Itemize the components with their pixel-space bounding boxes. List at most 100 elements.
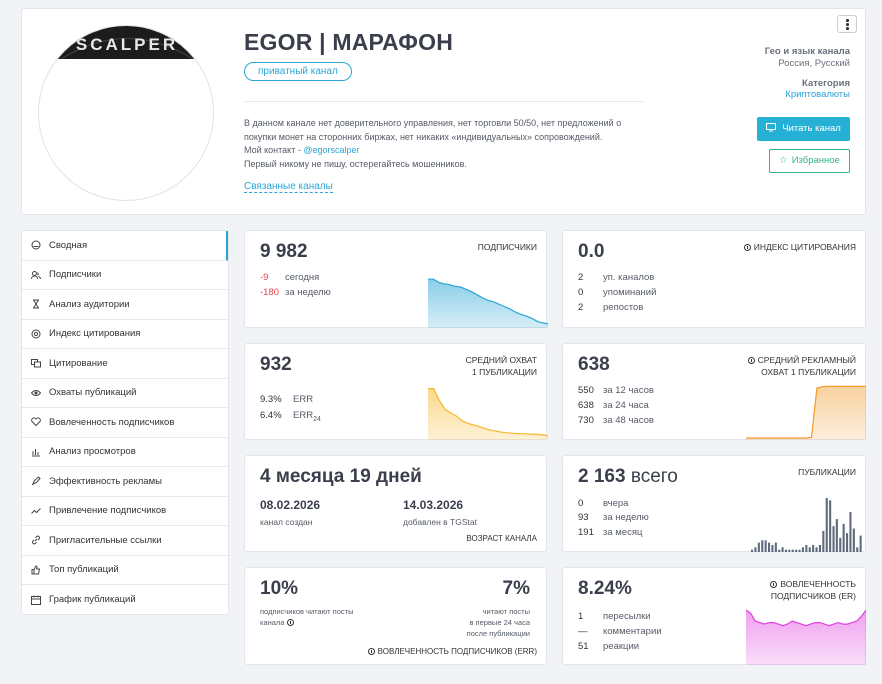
week-label: за неделю — [285, 287, 331, 298]
sidebar-item-label: Вовлеченность подписчиков — [49, 416, 175, 428]
publications-bar — [815, 547, 818, 552]
sidebar-item-hourglass[interactable]: Анализ аудитории — [22, 290, 228, 320]
err-card[interactable]: 10% подписчиков читают посты канала 7% чи… — [244, 567, 547, 665]
card-footer: ВОВЛЕЧЕННОСТЬ ПОДПИСЧИКОВ (ERR) — [367, 647, 537, 656]
sidebar-item-heart[interactable]: Вовлеченность подписчиков — [22, 408, 228, 438]
subscribers-today-value: -9 — [260, 272, 269, 283]
sidebar-item-trend[interactable]: Привлечение подписчиков — [22, 497, 228, 526]
sidebar-item-rocket[interactable]: Эффективность рекламы — [22, 467, 228, 497]
row-label: репостов — [603, 302, 644, 313]
channel-age-card[interactable]: 4 месяца 19 дней 08.02.2026 канал создан… — [244, 455, 547, 552]
channel-header: SCALPER EGOR | МАРАФОН приватный канал В… — [21, 8, 866, 215]
publications-bar — [842, 523, 845, 552]
publications-bar — [846, 533, 849, 552]
publications-bar — [835, 519, 838, 552]
info-icon — [367, 648, 375, 655]
subscribers-card[interactable]: 9 982 ПОДПИСЧИКИ -9 сегодня -180 за неделю — [244, 230, 548, 328]
read-channel-button[interactable]: Читать канал — [757, 117, 850, 141]
subscribers-sparkline — [428, 278, 548, 328]
row-value: 93 — [578, 512, 589, 523]
row-label: за 12 часов — [603, 385, 654, 396]
row-label: за 24 часа — [603, 400, 649, 411]
divider — [244, 101, 644, 102]
quote-icon — [31, 358, 41, 368]
publications-bar — [818, 545, 821, 552]
average-reach-value: 932 — [260, 354, 292, 375]
sidebar-item-eye[interactable]: Охваты публикаций — [22, 379, 228, 408]
sidebar-item-quote[interactable]: Цитирование — [22, 349, 228, 379]
publications-bar — [778, 549, 781, 552]
contact-line: Мой контакт - @egorscalper — [244, 144, 644, 158]
dashboard-icon — [31, 240, 41, 250]
favorite-label: Избранное — [791, 155, 840, 166]
avatar-logo-text: SCALPER — [76, 35, 178, 54]
publications-total: 2 163 всего — [578, 466, 678, 487]
sidebar-item-label: Привлечение подписчиков — [49, 505, 167, 517]
publications-bar — [808, 547, 811, 552]
ad-reach-value: 638 — [578, 354, 610, 375]
publications-bar — [761, 540, 764, 552]
er-sparkline — [746, 609, 866, 665]
card-caption: ИНДЕКС ЦИТИРОВАНИЯ — [743, 241, 856, 253]
row-label: уп. каналов — [603, 272, 655, 283]
er-card[interactable]: 8.24% ВОВЛЕЧЕННОСТЬ ПОДПИСЧИКОВ (ER) 1 пер… — [562, 567, 866, 665]
err-right-label: читают посты в первые 24 часа после публик… — [466, 607, 530, 638]
sidebar-item-at[interactable]: Индекс цитирования — [22, 320, 228, 349]
warning-line: Первый никому не пишу, остерегайтесь мош… — [244, 158, 467, 169]
publications-bar — [781, 547, 784, 552]
sidebar-item-link[interactable]: Пригласительные ссылки — [22, 526, 228, 556]
created-label: канал создан — [260, 517, 313, 527]
row-label: за неделю — [603, 512, 649, 523]
sidebar-item-users[interactable]: Подписчики — [22, 261, 228, 290]
category-label: Категория — [802, 78, 850, 89]
citation-index-card[interactable]: 0.0 ИНДЕКС ЦИТИРОВАНИЯ 2 уп. каналов 0 упо… — [562, 230, 866, 328]
ad-reach-card[interactable]: 638 СРЕДНИЙ РЕКЛАМНЫЙ ОХВАТ 1 ПУБЛИКАЦИИ … — [562, 343, 866, 440]
row-label: за 48 часов — [603, 415, 654, 426]
related-channels-link[interactable]: Связанные каналы — [244, 181, 333, 193]
row-value: 0 — [578, 498, 584, 509]
private-channel-badge[interactable]: приватный канал — [244, 62, 352, 81]
info-icon — [743, 244, 751, 251]
row-label: упоминаний — [603, 287, 657, 298]
sidebar-item-label: Пригласительные ссылки — [49, 534, 162, 546]
publications-card[interactable]: 2 163 всего ПУБЛИКАЦИИ 0 вчера 93 за недел… — [562, 455, 866, 552]
calendar-icon — [31, 595, 41, 605]
sidebar-item-label: Анализ аудитории — [49, 298, 130, 310]
favorite-button[interactable]: ☆ Избранное — [769, 149, 850, 173]
publications-bar — [784, 549, 787, 552]
info-icon — [286, 619, 294, 626]
reach-line — [428, 388, 548, 437]
publications-bar-chart — [751, 498, 862, 552]
publications-bar — [795, 549, 798, 552]
geo-value: Россия, Русский — [778, 58, 850, 69]
row-label: комментарии — [603, 626, 662, 637]
sidebar-item-bar-chart[interactable]: Анализ просмотров — [22, 438, 228, 467]
subscribers-week-value: -180 — [260, 287, 280, 298]
description-line: покупки монет на сторонних биржах, нет н… — [244, 131, 603, 142]
contact-link[interactable]: @egorscalper — [303, 145, 360, 155]
channel-description: В данном канале нет доверительного управ… — [244, 117, 644, 171]
err-left-label: подписчиков читают посты канала — [260, 607, 354, 627]
contact-prefix: Мой контакт - — [244, 145, 304, 155]
category-link[interactable]: Криптовалюты — [785, 89, 850, 100]
ad-reach-sparkline — [746, 385, 866, 440]
sidebar-item-thumb-up[interactable]: Топ публикаций — [22, 556, 228, 585]
ad-reach-area — [746, 386, 866, 440]
publications-bar — [768, 542, 771, 552]
more-menu-button[interactable] — [837, 15, 857, 33]
row-label: пересылки — [603, 611, 651, 622]
heart-icon — [31, 417, 41, 427]
average-reach-card[interactable]: 932 СРЕДНИЙ ОХВАТ 1 ПУБЛИКАЦИИ 9.3% ERR 6.… — [244, 343, 548, 440]
added-date: 14.03.2026 — [403, 498, 464, 512]
sidebar-item-calendar[interactable]: График публикаций — [22, 585, 228, 615]
today-label: сегодня — [285, 272, 320, 283]
added-label: добавлен в TGStat — [403, 517, 477, 527]
sidebar-item-dashboard[interactable]: Сводная — [22, 231, 228, 261]
publications-bar — [839, 537, 842, 552]
created-date: 08.02.2026 — [260, 498, 321, 512]
channel-age-value: 4 месяца 19 дней — [260, 466, 422, 487]
channel-title: EGOR | МАРАФОН — [244, 29, 454, 55]
row-value: — — [578, 626, 588, 637]
row-value: 2 — [578, 272, 584, 283]
description-line: В данном канале нет доверительного управ… — [244, 118, 622, 128]
